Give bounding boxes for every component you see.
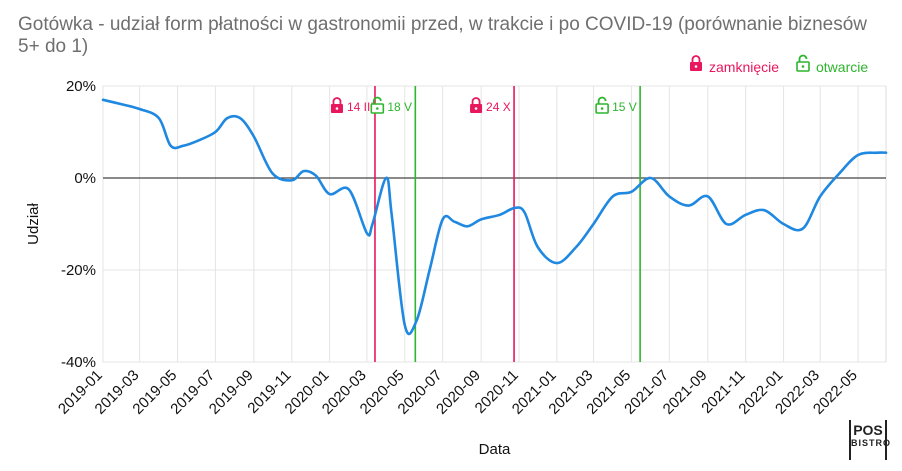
event-label: 24 X [486,100,511,114]
y-tick-label: -40% [61,354,96,371]
lock-open-icon [595,96,609,114]
y-tick-label: -20% [61,262,96,279]
data-series-line [101,98,888,336]
event-label: 18 V [387,100,412,114]
event-label: 14 III [347,100,374,114]
x-axis-title: Data [479,441,511,458]
pos-bistro-logo: POS BISTRO [849,420,892,460]
lock-closed-icon [690,55,702,71]
lock-open-icon [370,96,385,114]
event-label: 15 V [612,100,637,114]
legend-closing-label: zamknięcie [709,59,779,75]
plot-area [102,85,887,363]
lock-closed-icon [470,97,483,113]
y-tick-label: 0% [74,170,96,187]
lock-closed-icon [330,97,343,113]
logo-line-1: POS [853,422,883,438]
y-tick-label: 20% [66,78,96,95]
chart-title: Gotówka - udział form płatności w gastro… [18,14,868,57]
y-axis-title: Udział [25,202,42,244]
lock-open-icon [796,54,810,72]
legend-opening-label: otwarcie [816,59,868,75]
logo-line-2: BISTRO [851,438,892,448]
